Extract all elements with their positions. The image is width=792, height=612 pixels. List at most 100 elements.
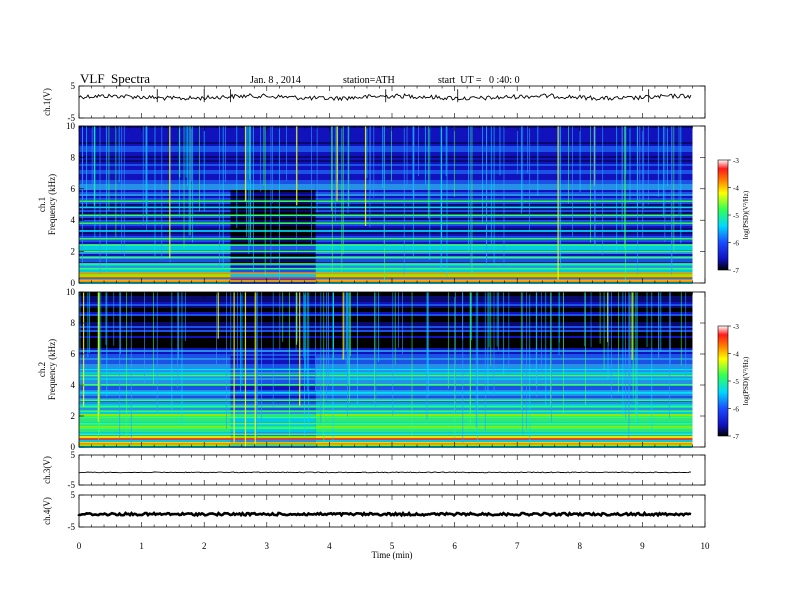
ch2-spectrogram-ytick-label: 4	[71, 380, 76, 390]
ch2-spectrogram-row	[79, 362, 231, 364]
ch2-spectrogram-row	[315, 444, 693, 446]
ch2-spectrogram-row	[79, 340, 231, 342]
ch1-spectrogram-band	[79, 263, 693, 265]
ch1-spectrogram-row	[230, 278, 316, 280]
ch1-spectrogram-band	[79, 244, 693, 246]
ch1-spectrogram-row	[315, 266, 693, 268]
ch2-spectrogram-row	[230, 412, 316, 414]
ch2-spectrogram-row	[79, 318, 231, 320]
ch1-spectrogram-band	[79, 272, 693, 275]
ch1-spectrogram-row	[230, 130, 316, 132]
ch2-spectrogram-row	[79, 344, 231, 346]
ch2-spectrogram-row	[315, 394, 693, 396]
ch2-spectrogram-band	[79, 405, 693, 408]
ch1-spectrogram-row	[230, 160, 316, 162]
ch2-spectrogram-row	[79, 398, 231, 400]
ch1-spectrogram-ytick-label: 2	[71, 247, 76, 257]
ch1-spectrogram-ytick-label: 6	[71, 184, 76, 194]
ch1-spectrogram-row	[230, 172, 316, 174]
x-tick-label: 2	[202, 541, 207, 551]
ch1-spectrogram-ylabel: ch.1	[37, 197, 47, 212]
ch1-spectrogram-row	[230, 254, 316, 256]
ch2-spectrogram-row	[79, 330, 231, 332]
ch1-spectrogram-row	[230, 188, 316, 190]
ch1-waveform-ytick-label: 5	[71, 81, 76, 91]
ch2-spectrogram-row	[79, 382, 231, 384]
ch4-waveform-trace	[77, 510, 692, 518]
ch1-spectrogram-colorbar-tick-label: -6	[733, 240, 739, 248]
ch1-spectrogram-row	[79, 264, 231, 266]
ch1-waveform-ylabel: ch.1(V)	[42, 88, 52, 116]
ch1-spectrogram-row	[230, 190, 316, 192]
x-tick-label: 5	[390, 541, 395, 551]
ch2-spectrogram-ytick-label: 2	[71, 411, 76, 421]
ch1-spectrogram-row	[230, 178, 316, 180]
ch2-spectrogram-row	[79, 412, 231, 414]
ch2-spectrogram-row	[79, 444, 231, 446]
ch2-spectrogram-row	[230, 414, 316, 416]
ch1-spectrogram-band	[79, 230, 693, 232]
ch2-spectrogram-row	[315, 440, 693, 442]
ch2-spectrogram-row	[79, 418, 231, 420]
ch1-spectrogram-row	[230, 198, 316, 200]
ch1-spectrogram-band	[79, 214, 693, 217]
ch2-spectrogram-colorbar-tick-label: -3	[733, 323, 739, 331]
ch2-spectrogram-row	[79, 408, 231, 410]
ch1-spectrogram-row	[315, 274, 693, 276]
ch1-spectrogram-row	[230, 210, 316, 212]
ch2-spectrogram-row	[79, 386, 231, 388]
x-tick-label: 10	[701, 541, 711, 551]
ch1-spectrogram-row	[230, 158, 316, 160]
ch2-spectrogram-row	[79, 316, 231, 318]
ch4-waveform-ytick-label: -5	[68, 522, 76, 532]
ch2-spectrogram-row	[315, 376, 693, 378]
ch1-spectrogram-band	[79, 206, 693, 209]
ch1-spectrogram-row	[230, 166, 316, 168]
ch1-spectrogram-band	[79, 222, 693, 224]
ch2-spectrogram-colorbar-tick-label: -7	[733, 433, 739, 441]
ch1-spectrogram-row	[79, 274, 231, 276]
ch1-spectrogram-panel: 0 2 4 6 8 10 ch.1 Frequency (kHz) -3 -4 -5 -6 -7 log(…	[37, 121, 750, 288]
ch1-spectrogram-band	[79, 280, 693, 283]
ch2-spectrogram-row	[79, 402, 231, 404]
ch2-spectrogram-row	[79, 394, 231, 396]
ch2-spectrogram-row	[315, 386, 693, 388]
ch1-spectrogram-row	[230, 202, 316, 204]
ch1-spectrogram-ytick-label: 4	[71, 215, 76, 225]
ch2-spectrogram-row	[79, 354, 231, 356]
ch1-spectrogram-row	[230, 164, 316, 166]
ch1-waveform-panel: 5 -5 ch.1(V)	[42, 81, 706, 123]
ch2-spectrogram-band	[79, 399, 693, 402]
ch2-spectrogram-row	[79, 336, 231, 338]
ch2-spectrogram-ytick-label: 10	[66, 287, 76, 297]
ch2-spectrogram-row	[79, 426, 231, 428]
ch1-spectrogram-row	[79, 266, 231, 268]
ch1-spectrogram-row	[230, 270, 316, 272]
ch2-spectrogram-colorbar-label: log(PSD)(V²/Hz)	[742, 356, 750, 405]
ch1-spectrogram-row	[230, 162, 316, 164]
ch1-spectrogram-row	[230, 252, 316, 254]
ch2-spectrogram-row	[79, 360, 231, 362]
ch2-spectrogram-row	[79, 388, 231, 390]
ch2-spectrogram-row	[230, 424, 316, 426]
ch2-spectrogram-row	[79, 404, 231, 406]
ch1-spectrogram-row	[230, 260, 316, 262]
ch2-spectrogram-row	[315, 378, 693, 380]
ch2-spectrogram-row	[315, 418, 693, 420]
ch1-spectrogram-band	[79, 200, 693, 202]
ch2-spectrogram-band	[79, 438, 693, 440]
ch2-spectrogram-row	[230, 432, 316, 434]
ch3-waveform-panel: 5 -5 ch.3(V)	[42, 450, 706, 490]
x-tick-label: 4	[327, 541, 332, 551]
ch2-spectrogram-row	[315, 402, 693, 404]
ch1-spectrogram-row	[230, 196, 316, 198]
ch2-spectrogram-band	[79, 368, 693, 371]
ch1-spectrogram-row	[315, 278, 693, 280]
ch2-spectrogram-row	[79, 358, 231, 360]
ch1-spectrogram-row	[230, 150, 316, 152]
ch1-spectrogram-row	[79, 278, 231, 280]
ch2-spectrogram-row	[79, 300, 231, 302]
ch2-spectrogram-colorbar	[717, 325, 729, 437]
x-tick-label: 8	[578, 541, 583, 551]
ch1-spectrogram-row	[230, 180, 316, 182]
